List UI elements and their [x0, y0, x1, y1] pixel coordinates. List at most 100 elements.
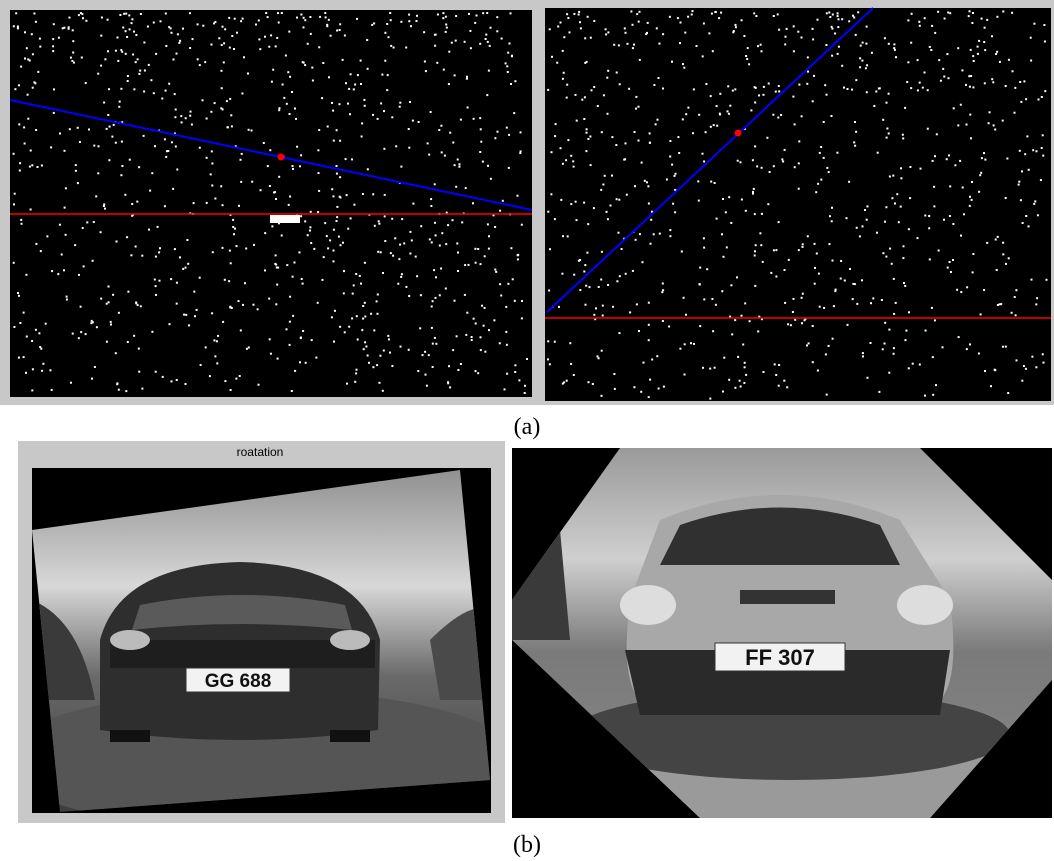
- edge-pixel: [847, 88, 849, 90]
- edge-pixel: [612, 306, 614, 308]
- edge-pixel: [345, 82, 347, 84]
- edge-pixel: [991, 78, 993, 80]
- edge-pixel: [557, 26, 559, 28]
- edge-pixel: [475, 370, 477, 372]
- edge-pixel: [1023, 365, 1025, 367]
- edge-pixel: [72, 40, 74, 42]
- edge-pixel: [136, 201, 138, 203]
- edge-pixel: [793, 298, 795, 300]
- edge-pixel: [674, 175, 676, 177]
- edge-pixel: [107, 19, 109, 21]
- edge-pixel: [716, 105, 718, 107]
- edge-pixel: [248, 347, 250, 349]
- edge-pixel: [586, 132, 588, 134]
- edge-pixel: [339, 140, 341, 142]
- edge-pixel: [185, 314, 187, 316]
- edge-pixel: [583, 271, 585, 273]
- edge-pixel: [886, 102, 888, 104]
- edge-pixel: [236, 245, 238, 247]
- edge-pixel: [488, 248, 490, 250]
- edge-pixel: [366, 39, 368, 41]
- edge-pixel: [711, 298, 713, 300]
- edge-pixel: [947, 267, 949, 269]
- edge-pixel: [969, 86, 971, 88]
- edge-pixel: [231, 125, 233, 127]
- edge-pixel: [97, 172, 99, 174]
- edge-pixel: [671, 61, 673, 63]
- edge-pixel: [363, 348, 365, 350]
- edge-pixel: [983, 289, 985, 291]
- edge-pixel: [1043, 362, 1045, 364]
- edge-pixel: [971, 181, 973, 183]
- edge-pixel: [240, 329, 242, 331]
- edge-pixel: [113, 124, 115, 126]
- edge-pixel: [253, 304, 255, 306]
- edge-pixel: [636, 303, 638, 305]
- edge-pixel: [885, 206, 887, 208]
- edge-pixel: [405, 286, 407, 288]
- edge-pixel: [871, 52, 873, 54]
- edge-pixel: [936, 133, 938, 135]
- edge-pixel: [775, 91, 777, 93]
- edge-pixel: [387, 335, 389, 337]
- edge-pixel: [832, 14, 834, 16]
- edge-pixel: [793, 50, 795, 52]
- edge-pixel: [253, 244, 255, 246]
- edge-pixel: [437, 14, 439, 16]
- edge-pixel: [740, 386, 742, 388]
- edge-pixel: [416, 15, 418, 17]
- edge-pixel: [13, 326, 15, 328]
- edge-pixel: [240, 20, 242, 22]
- edge-pixel: [774, 363, 776, 365]
- edge-pixel: [23, 356, 25, 358]
- edge-pixel: [77, 182, 79, 184]
- edge-pixel: [1030, 60, 1032, 62]
- edge-pixel: [428, 154, 430, 156]
- edge-pixel: [547, 340, 549, 342]
- edge-pixel: [662, 283, 664, 285]
- edge-pixel: [784, 149, 786, 151]
- edge-pixel: [970, 137, 972, 139]
- edge-pixel: [176, 53, 178, 55]
- edge-pixel: [165, 13, 167, 15]
- edge-pixel: [427, 142, 429, 144]
- edge-pixel: [490, 178, 492, 180]
- edge-pixel: [812, 361, 814, 363]
- edge-pixel: [411, 239, 413, 241]
- edge-pixel: [662, 289, 664, 291]
- edge-pixel: [753, 188, 755, 190]
- edge-pixel: [384, 240, 386, 242]
- edge-pixel: [431, 327, 433, 329]
- edge-pixel: [860, 45, 862, 47]
- edge-pixel: [131, 18, 133, 20]
- edge-pixel: [457, 369, 459, 371]
- edge-pixel: [840, 260, 842, 262]
- edge-pixel: [35, 329, 37, 331]
- edge-pixel: [645, 33, 647, 35]
- edge-pixel: [966, 286, 968, 288]
- edge-pixel: [832, 260, 834, 262]
- edge-pixel: [512, 278, 514, 280]
- edge-pixel: [995, 53, 997, 55]
- edge-pixel: [679, 348, 681, 350]
- edge-pixel: [126, 236, 128, 238]
- edge-pixel: [807, 56, 809, 58]
- edge-pixel: [648, 302, 650, 304]
- edge-pixel: [933, 205, 935, 207]
- edge-pixel: [486, 12, 488, 14]
- edge-pixel: [759, 232, 761, 234]
- edge-pixel: [260, 189, 262, 191]
- edge-pixel: [429, 238, 431, 240]
- edge-pixel: [587, 138, 589, 140]
- edge-pixel: [389, 12, 391, 14]
- edge-pixel: [480, 349, 482, 351]
- edge-pixel: [125, 390, 127, 392]
- edge-pixel: [1018, 181, 1020, 183]
- edge-pixel: [739, 380, 741, 382]
- edge-pixel: [656, 355, 658, 357]
- edge-pixel: [192, 38, 194, 40]
- edge-pixel: [927, 128, 929, 130]
- edge-pixel: [26, 336, 28, 338]
- edge-pixel: [386, 89, 388, 91]
- edge-pixel: [864, 209, 866, 211]
